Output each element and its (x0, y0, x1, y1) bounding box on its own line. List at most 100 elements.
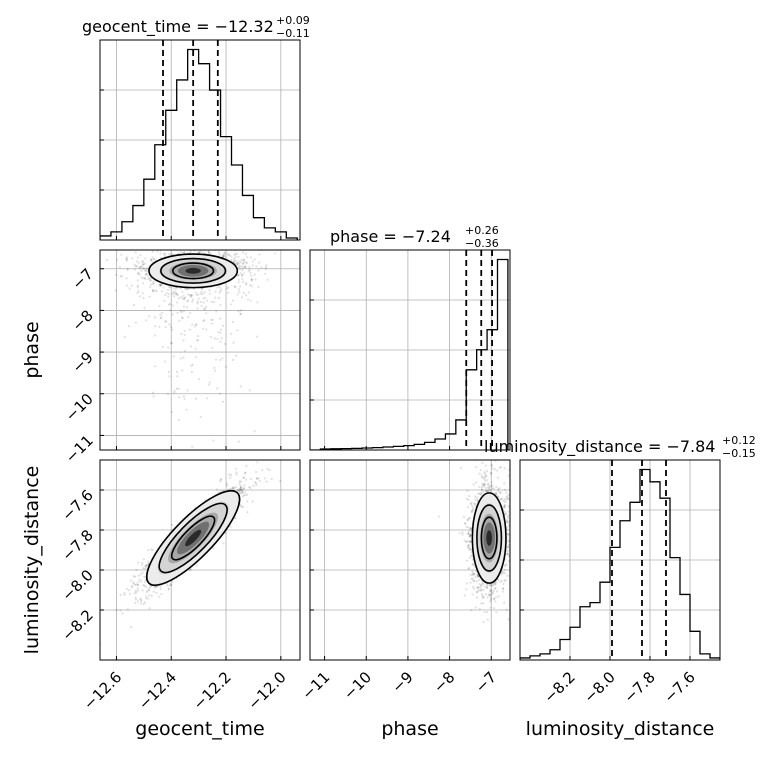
scatter-point (263, 272, 267, 275)
scatter-point (175, 292, 179, 295)
scatter-point (136, 272, 140, 275)
scatter-point (168, 584, 172, 587)
scatter-point (490, 481, 493, 484)
scatter-point (241, 491, 244, 494)
scatter-point (502, 587, 505, 590)
scatter-point (471, 577, 474, 580)
scatter-point (479, 469, 482, 472)
y-tick-label: −8 (68, 307, 96, 335)
scatter-point (195, 322, 198, 326)
scatter-point (190, 247, 192, 249)
scatter-point (473, 502, 476, 506)
scatter-point (248, 265, 251, 269)
scatter-point (242, 476, 245, 479)
scatter-point (506, 515, 509, 518)
x-tick-label: −8 (430, 668, 458, 696)
scatter-point (172, 290, 175, 293)
scatter-point (514, 479, 516, 481)
histogram-geocent_time (100, 48, 298, 240)
scatter-point (176, 311, 179, 315)
scatter-point (507, 510, 510, 513)
scatter-point (475, 591, 478, 594)
scatter-point (488, 583, 491, 587)
scatter-point (219, 317, 222, 320)
scatter-point (241, 505, 244, 508)
scatter-point (506, 533, 509, 536)
scatter-point (470, 501, 473, 504)
scatter-point (248, 389, 251, 392)
scatter-point (261, 457, 263, 459)
scatter-point (507, 532, 510, 535)
scatter-point (243, 260, 246, 263)
scatter-point (215, 310, 218, 313)
scatter-point (140, 580, 143, 583)
scatter-point (487, 482, 490, 485)
scatter-point (479, 589, 483, 592)
scatter-point (159, 284, 162, 287)
scatter-point (496, 476, 500, 479)
scatter-point (220, 246, 222, 248)
scatter-point (479, 586, 482, 589)
scatter-point (510, 536, 512, 538)
scatter-point (227, 253, 230, 257)
y-tick-label: −11 (62, 432, 97, 467)
scatter-point (474, 466, 477, 469)
scatter-point (148, 276, 151, 280)
scatter-point (484, 593, 487, 596)
scatter-point (235, 263, 238, 267)
scatter-point (189, 250, 192, 253)
scatter-point (469, 527, 472, 530)
scatter-point (151, 288, 154, 292)
title-geocent-time-plus: +0.09 (276, 14, 310, 27)
scatter-point (514, 517, 516, 519)
scatter-point (236, 489, 239, 492)
scatter-point (223, 254, 226, 257)
scatter-point (128, 592, 131, 595)
scatter-point (203, 319, 206, 322)
scatter-point (487, 489, 490, 492)
scatter-point (105, 259, 109, 262)
panel-1-1-plot-area (310, 250, 510, 450)
scatter-point (249, 283, 252, 287)
scatter-point (219, 288, 223, 291)
scatter-point (229, 303, 233, 306)
scatter-point (480, 493, 483, 496)
scatter-point (221, 253, 225, 257)
scatter-point (476, 575, 480, 578)
scatter-point (151, 250, 154, 253)
scatter-point (468, 517, 471, 520)
scatter-point (483, 477, 486, 481)
scatter-point (244, 252, 248, 256)
scatter-point (245, 464, 248, 467)
scatter-point (159, 252, 162, 255)
scatter-point (485, 470, 489, 473)
scatter-point (179, 309, 183, 312)
scatter-point (231, 358, 235, 361)
scatter-point (203, 291, 206, 294)
scatter-point (242, 486, 246, 490)
scatter-point (503, 565, 507, 568)
scatter-point (123, 593, 126, 596)
scatter-point (189, 295, 192, 298)
scatter-point (505, 512, 508, 515)
scatter-point (501, 590, 505, 593)
scatter-point (135, 583, 138, 586)
scatter-point (483, 585, 486, 588)
scatter-point (469, 539, 472, 543)
x-tick-label: −12.2 (190, 668, 235, 713)
scatter-point (279, 479, 282, 483)
scatter-point (511, 554, 513, 556)
scatter-point (247, 453, 249, 455)
scatter-point (195, 293, 198, 297)
scatter-point (145, 268, 148, 271)
y-tick-label: −7 (68, 265, 96, 293)
scatter-point (464, 540, 468, 544)
x-tick-label: −7 (472, 668, 500, 696)
scatter-point (153, 257, 156, 260)
scatter-point (170, 342, 173, 345)
scatter-point (242, 291, 245, 294)
scatter-point (140, 265, 143, 268)
scatter-point (159, 313, 162, 316)
scatter-point (257, 477, 260, 480)
scatter-point (137, 589, 140, 592)
